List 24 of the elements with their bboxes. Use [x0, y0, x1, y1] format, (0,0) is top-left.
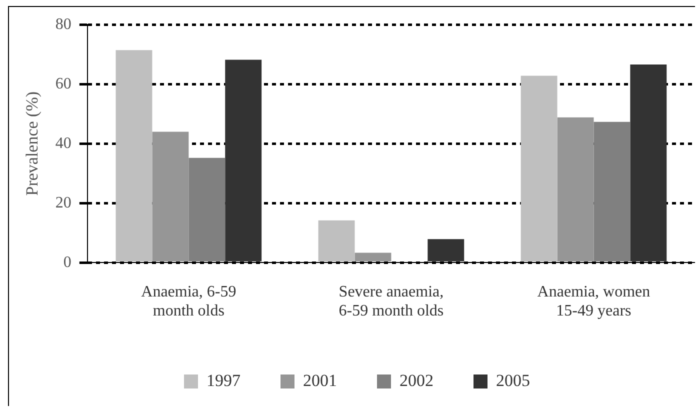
- bar: [225, 60, 262, 262]
- bar: [354, 252, 392, 262]
- legend-label: 2005: [496, 370, 530, 390]
- x-tick-label: Anaemia, 6-59 month olds: [141, 283, 236, 320]
- y-tick-label: 0: [63, 254, 72, 271]
- y-axis-title: Prevalence (%): [22, 91, 42, 196]
- bar: [520, 76, 558, 262]
- x-tick-label: Anaemia, women 15-49 years: [537, 283, 650, 320]
- legend-label: 2002: [400, 370, 434, 390]
- legend-label: 1997: [206, 370, 241, 390]
- bar: [594, 122, 630, 262]
- y-tick-label: 20: [55, 194, 72, 212]
- bar: [318, 220, 355, 262]
- y-tick-label: 60: [55, 75, 72, 92]
- y-tick-label: 40: [55, 134, 72, 152]
- bar: [116, 50, 152, 262]
- bar: [188, 158, 226, 262]
- bar: [152, 132, 189, 262]
- y-tick-label: 80: [55, 16, 72, 33]
- legend-label: 2001: [303, 370, 337, 390]
- x-tick-label: Severe anaemia, 6-59 month olds: [338, 283, 444, 320]
- bar: [428, 239, 464, 262]
- bar: [557, 117, 594, 262]
- bar: [630, 64, 667, 262]
